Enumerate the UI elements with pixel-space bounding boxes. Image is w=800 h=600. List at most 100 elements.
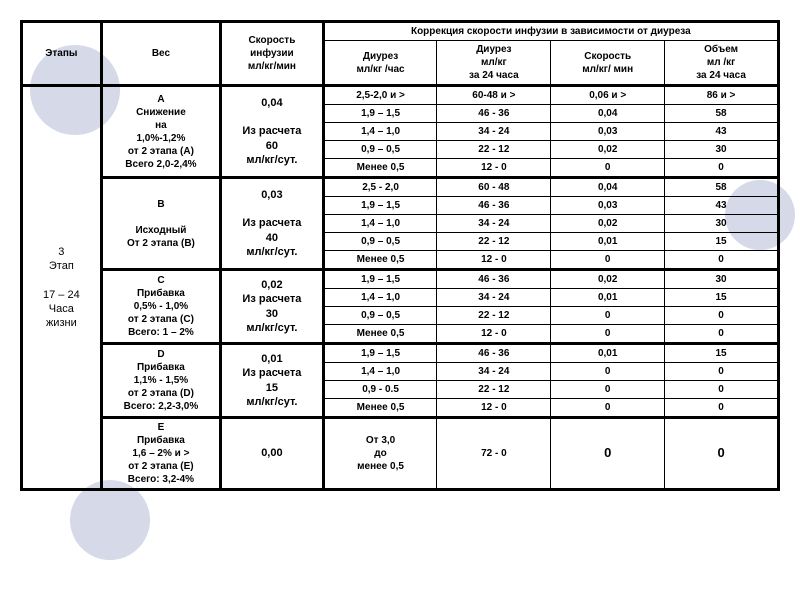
data-cell: 0,03	[551, 197, 665, 215]
hdr-diuresis-hr: Диурез мл/кг /час	[323, 41, 437, 86]
data-cell: 22 - 12	[437, 381, 551, 399]
weight-cell: A Снижение на 1,0%-1,2% от 2 этапа (A) В…	[101, 86, 221, 178]
hdr-weight: Вес	[101, 22, 221, 86]
data-cell: 0	[551, 251, 665, 270]
data-cell: 15	[665, 344, 779, 363]
data-cell: Менее 0,5	[323, 325, 437, 344]
data-cell: 0	[665, 251, 779, 270]
data-cell: Менее 0,5	[323, 251, 437, 270]
data-cell: 1,4 – 1,0	[323, 363, 437, 381]
data-cell: 0	[665, 418, 779, 490]
data-cell: 46 - 36	[437, 270, 551, 289]
rate-cell: 0,02 Из расчета 30 мл/кг/сут.	[221, 270, 323, 344]
data-cell: 0,04	[551, 178, 665, 197]
data-cell: 0,02	[551, 141, 665, 159]
data-cell: 0	[665, 399, 779, 418]
weight-cell: B Исходный От 2 этапа (B)	[101, 178, 221, 270]
data-cell: 0	[551, 399, 665, 418]
weight-cell: E Прибавка 1,6 – 2% и > от 2 этапа (E) В…	[101, 418, 221, 490]
data-cell: От 3,0 до менее 0,5	[323, 418, 437, 490]
data-cell: 0,9 – 0,5	[323, 233, 437, 251]
data-cell: 0,9 - 0.5	[323, 381, 437, 399]
data-cell: 0,9 – 0,5	[323, 141, 437, 159]
data-cell: 22 - 12	[437, 141, 551, 159]
data-cell: 0,01	[551, 233, 665, 251]
data-cell: 1,9 – 1,5	[323, 197, 437, 215]
table-row: E Прибавка 1,6 – 2% и > от 2 этапа (E) В…	[22, 418, 779, 490]
data-cell: 34 - 24	[437, 289, 551, 307]
data-cell: 86 и >	[665, 86, 779, 105]
hdr-rate: Скорость инфузии мл/кг/мин	[221, 22, 323, 86]
data-cell: 1,9 – 1,5	[323, 105, 437, 123]
data-cell: 0	[665, 325, 779, 344]
data-cell: 0	[551, 325, 665, 344]
data-cell: 12 - 0	[437, 159, 551, 178]
data-cell: 2,5-2,0 и >	[323, 86, 437, 105]
hdr-correction: Коррекция скорости инфузии в зависимости…	[323, 22, 778, 41]
data-cell: 1,9 – 1,5	[323, 270, 437, 289]
data-cell: 43	[665, 197, 779, 215]
data-cell: 0	[551, 363, 665, 381]
data-cell: Менее 0,5	[323, 159, 437, 178]
rate-cell: 0,00	[221, 418, 323, 490]
data-cell: 0	[551, 381, 665, 399]
rate-cell: 0,04 Из расчета 60 мл/кг/сут.	[221, 86, 323, 178]
data-cell: 12 - 0	[437, 251, 551, 270]
data-cell: 34 - 24	[437, 363, 551, 381]
infusion-table: Этапы Вес Скорость инфузии мл/кг/мин Кор…	[20, 20, 780, 491]
data-cell: 0,03	[551, 123, 665, 141]
data-cell: 60-48 и >	[437, 86, 551, 105]
data-cell: 30	[665, 141, 779, 159]
data-cell: 0,01	[551, 344, 665, 363]
data-cell: 0	[551, 159, 665, 178]
data-cell: 22 - 12	[437, 307, 551, 325]
data-cell: 15	[665, 289, 779, 307]
table-row: C Прибавка 0,5% - 1,0% от 2 этапа (C) Вс…	[22, 270, 779, 289]
rate-cell: 0,01 Из расчета 15 мл/кг/сут.	[221, 344, 323, 418]
weight-cell: D Прибавка 1,1% - 1,5% от 2 этапа (D) Вс…	[101, 344, 221, 418]
table-row: 3 Этап 17 – 24 Часа жизниA Снижение на 1…	[22, 86, 779, 105]
data-cell: 0,01	[551, 289, 665, 307]
data-cell: 72 - 0	[437, 418, 551, 490]
data-cell: 0,02	[551, 215, 665, 233]
data-cell: 30	[665, 215, 779, 233]
data-cell: 0	[665, 307, 779, 325]
weight-cell: C Прибавка 0,5% - 1,0% от 2 этапа (C) Вс…	[101, 270, 221, 344]
data-cell: 0	[665, 363, 779, 381]
data-cell: 1,4 – 1,0	[323, 215, 437, 233]
hdr-speed: Скорость мл/кг/ мин	[551, 41, 665, 86]
data-cell: 12 - 0	[437, 399, 551, 418]
table-body: 3 Этап 17 – 24 Часа жизниA Снижение на 1…	[22, 86, 779, 490]
data-cell: 12 - 0	[437, 325, 551, 344]
table-row: B Исходный От 2 этапа (B)0,03 Из расчета…	[22, 178, 779, 197]
data-cell: 0,02	[551, 270, 665, 289]
data-cell: 58	[665, 105, 779, 123]
data-cell: 1,4 – 1,0	[323, 289, 437, 307]
data-cell: 46 - 36	[437, 344, 551, 363]
data-cell: 0,04	[551, 105, 665, 123]
hdr-diuresis-24: Диурез мл/кг за 24 часа	[437, 41, 551, 86]
data-cell: 30	[665, 270, 779, 289]
data-cell: 0	[665, 159, 779, 178]
data-cell: 22 - 12	[437, 233, 551, 251]
data-cell: 60 - 48	[437, 178, 551, 197]
hdr-volume: Объем мл /кг за 24 часа	[665, 41, 779, 86]
data-cell: 15	[665, 233, 779, 251]
data-cell: Менее 0,5	[323, 399, 437, 418]
data-cell: 34 - 24	[437, 215, 551, 233]
data-cell: 46 - 36	[437, 197, 551, 215]
hdr-stage: Этапы	[22, 22, 102, 86]
data-cell: 2,5 - 2,0	[323, 178, 437, 197]
data-cell: 1,4 – 1,0	[323, 123, 437, 141]
data-cell: 1,9 – 1,5	[323, 344, 437, 363]
data-cell: 0,06 и >	[551, 86, 665, 105]
data-cell: 0	[665, 381, 779, 399]
data-cell: 43	[665, 123, 779, 141]
data-cell: 58	[665, 178, 779, 197]
data-cell: 34 - 24	[437, 123, 551, 141]
table-row: D Прибавка 1,1% - 1,5% от 2 этапа (D) Вс…	[22, 344, 779, 363]
stage-cell: 3 Этап 17 – 24 Часа жизни	[22, 86, 102, 490]
data-cell: 0,9 – 0,5	[323, 307, 437, 325]
table-header: Этапы Вес Скорость инфузии мл/кг/мин Кор…	[22, 22, 779, 86]
data-cell: 0	[551, 307, 665, 325]
